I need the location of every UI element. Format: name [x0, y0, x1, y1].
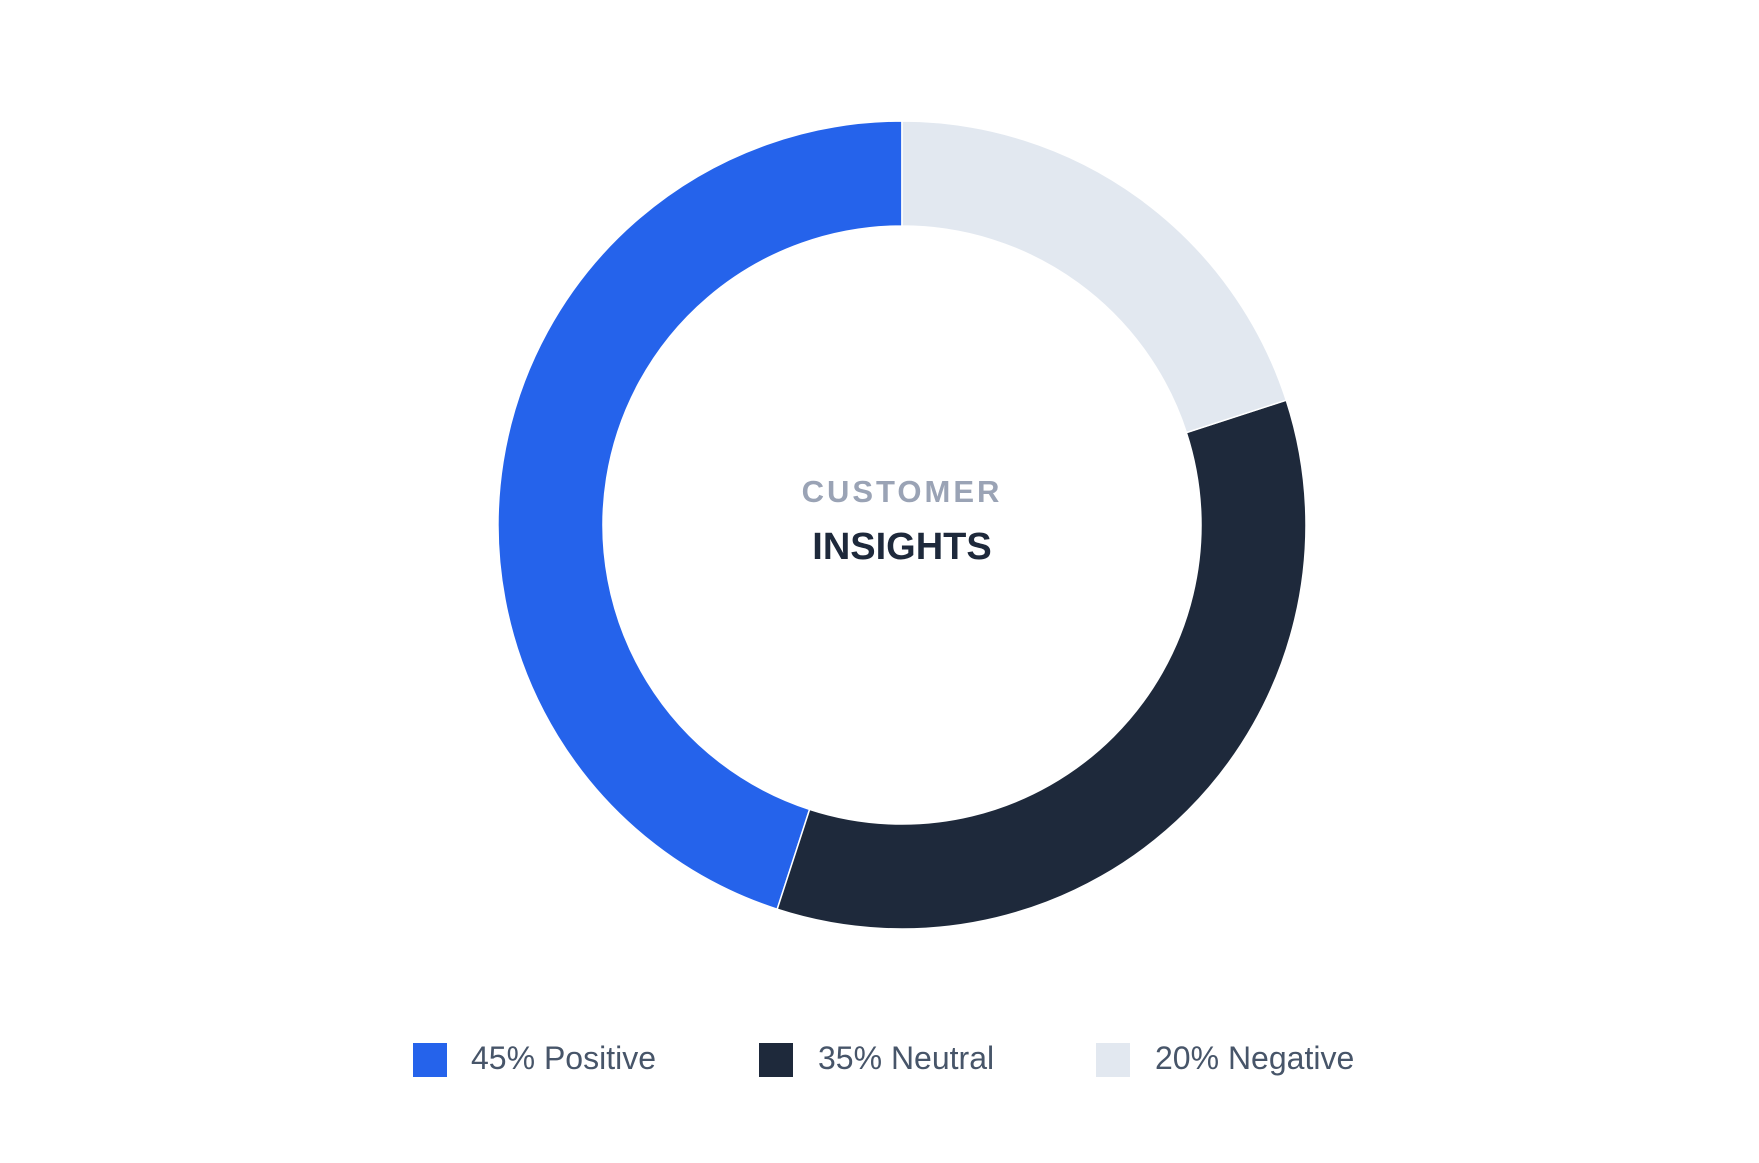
- legend-swatch: [759, 1043, 793, 1077]
- legend-value: 20%: [1155, 1040, 1219, 1076]
- legend-value: 45%: [471, 1040, 535, 1076]
- donut-slice: [497, 120, 903, 911]
- legend-swatch: [413, 1043, 447, 1077]
- legend-value: 35%: [818, 1040, 882, 1076]
- legend-name: Neutral: [891, 1040, 994, 1076]
- donut-slice: [776, 399, 1307, 930]
- legend-label: 20% Negative: [1155, 1040, 1354, 1076]
- legend-label: 35% Neutral: [818, 1040, 994, 1076]
- center-label-top: CUSTOMER: [802, 474, 1003, 509]
- center-label-bottom: INSIGHTS: [812, 526, 991, 568]
- donut-slice: [901, 120, 1288, 434]
- legend-label: 45% Positive: [471, 1040, 656, 1076]
- donut: [497, 120, 1307, 930]
- legend-swatch: [1096, 1043, 1130, 1077]
- legend-name: Negative: [1228, 1040, 1354, 1076]
- legend: 45% Positive 35% Neutral 20% Negative: [413, 1040, 1354, 1077]
- legend-name: Positive: [544, 1040, 656, 1076]
